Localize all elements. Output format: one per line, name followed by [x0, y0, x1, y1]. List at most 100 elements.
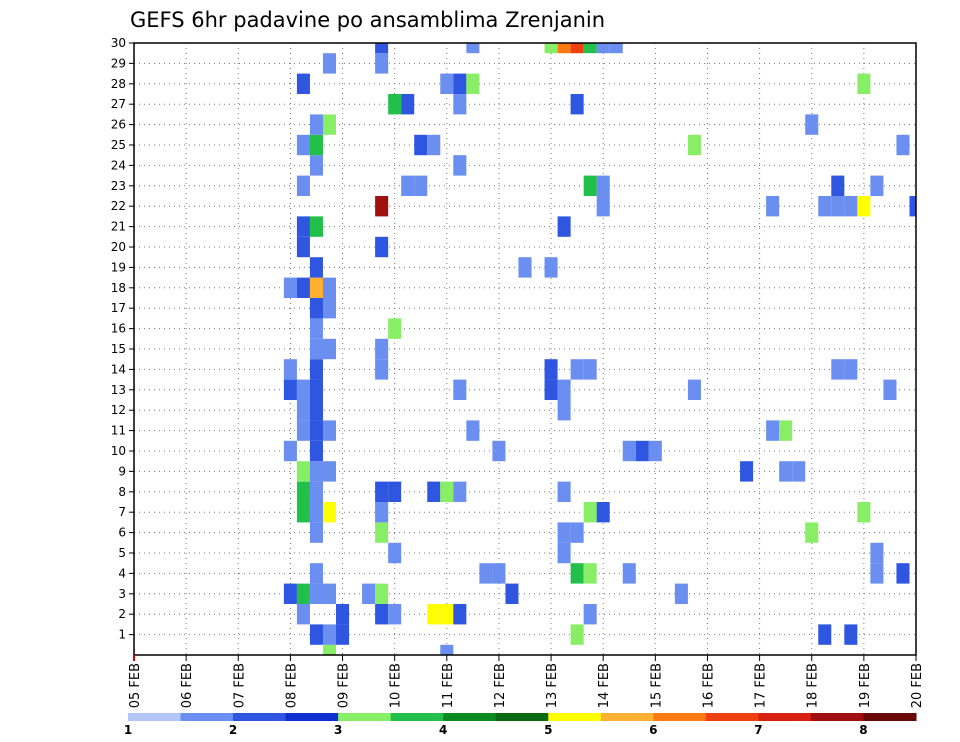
precip-cell: [283, 379, 297, 400]
precip-cell: [557, 400, 571, 421]
x-tick-label: 20 FEB: [910, 663, 925, 708]
precip-cell: [570, 624, 584, 645]
y-tick-label: 11: [111, 424, 126, 438]
legend-label: 5: [544, 723, 552, 737]
precip-cell: [857, 502, 871, 523]
precip-cell: [635, 440, 649, 462]
precip-cell: [766, 420, 780, 441]
legend-swatch: [180, 713, 234, 721]
y-tick-label: 28: [111, 77, 126, 91]
precip-cell: [296, 583, 310, 604]
precip-cell: [557, 522, 571, 543]
precip-cell: [309, 583, 323, 604]
precip-cell: [375, 43, 389, 54]
precip-cell: [283, 583, 297, 604]
precip-cell: [322, 114, 337, 135]
precip-cell: [557, 542, 571, 564]
x-tick-label: 14 FEB: [597, 663, 612, 708]
precip-cell: [414, 134, 428, 156]
legend-label: 3: [334, 723, 342, 737]
y-tick-label: 9: [118, 464, 126, 478]
precip-cell: [466, 420, 480, 441]
precip-cell: [322, 502, 337, 523]
precip-cell: [557, 216, 571, 237]
x-tick-label: 15 FEB: [649, 663, 664, 708]
legend-label: 4: [439, 723, 447, 737]
precip-cell: [648, 440, 662, 462]
y-tick-label: 7: [118, 505, 126, 519]
precip-cell: [309, 400, 323, 421]
precip-cell: [831, 359, 845, 380]
precip-cell: [375, 338, 389, 360]
precip-cell: [296, 73, 310, 94]
x-axis: 05 FEB 06 FEB 07 FEB 08 FEB 09 FEB 10 FEB 11 F…: [128, 655, 925, 708]
precip-cell: [296, 502, 310, 523]
y-tick-label: 1: [118, 628, 126, 642]
legend-swatch: [233, 713, 287, 721]
precip-cell: [583, 43, 597, 54]
y-tick-label: 25: [111, 138, 126, 152]
precip-cell: [309, 277, 323, 298]
precip-cell: [805, 114, 819, 135]
precip-cell: [296, 277, 310, 298]
precip-cell: [296, 379, 310, 400]
x-tick-label: 10 FEB: [389, 663, 404, 708]
precip-cell: [870, 542, 884, 564]
y-tick-label: 16: [111, 322, 126, 336]
precip-cell: [283, 440, 297, 462]
y-tick-label: 17: [111, 301, 126, 315]
precip-cell: [779, 420, 793, 441]
precip-cell: [596, 196, 610, 217]
precip-cell: [309, 216, 323, 237]
precip-cell: [296, 461, 310, 482]
y-tick-label: 8: [118, 485, 126, 499]
precip-cell: [322, 53, 337, 74]
precip-cell: [322, 583, 337, 604]
precip-cell: [687, 379, 701, 400]
precip-cell: [427, 134, 441, 156]
precip-cell: [362, 583, 376, 604]
x-tick-label: 17 FEB: [754, 663, 769, 708]
precip-cell: [296, 400, 310, 421]
precip-cell: [309, 257, 323, 278]
legend-swatch: [495, 713, 549, 721]
y-tick-label: 22: [111, 199, 126, 213]
precip-cell: [375, 502, 389, 523]
precip-cell: [401, 94, 415, 115]
precip-cell: [309, 338, 323, 360]
legend-swatch: [758, 713, 812, 721]
y-tick-label: 18: [111, 281, 126, 295]
legend-label: 7: [754, 723, 762, 737]
precip-cell: [322, 644, 337, 655]
x-tick-label: 13 FEB: [545, 663, 560, 708]
precip-cell: [309, 318, 323, 339]
precip-cell: [388, 604, 402, 625]
y-tick-label: 24: [111, 158, 126, 172]
precip-cell: [479, 563, 493, 584]
precip-cell: [309, 502, 323, 523]
precip-cell: [375, 481, 389, 502]
precip-cell: [453, 379, 467, 400]
precip-cell: [375, 53, 389, 74]
precip-cell: [427, 481, 441, 502]
legend-swatch: [600, 713, 654, 721]
precip-cell: [674, 583, 688, 604]
precip-cell: [583, 563, 597, 584]
legend-label: 2: [229, 723, 237, 737]
precip-cell: [609, 43, 623, 54]
legend-swatch: [443, 713, 497, 721]
precip-cell: [596, 502, 610, 523]
precip-cell: [322, 277, 337, 298]
precip-cell: [466, 73, 480, 94]
legend-swatch: [285, 713, 339, 721]
precip-cell: [309, 563, 323, 584]
precip-cell: [309, 461, 323, 482]
precip-cell: [687, 134, 701, 156]
precip-cell: [570, 359, 584, 380]
precip-cell: [779, 461, 793, 482]
precip-cell: [492, 440, 506, 462]
legend-swatch: [810, 713, 864, 721]
precip-cell: [309, 114, 323, 135]
precip-cell: [440, 604, 454, 625]
